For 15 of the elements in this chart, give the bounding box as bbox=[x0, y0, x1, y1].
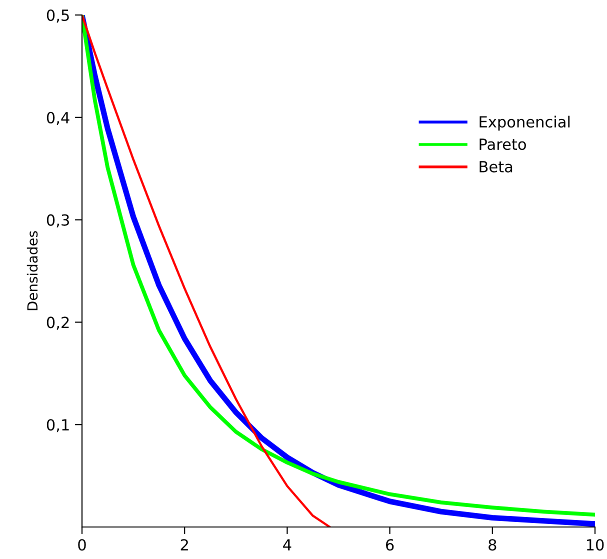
x-tick-label: 4 bbox=[283, 539, 292, 550]
legend-label: Pareto bbox=[480, 138, 526, 150]
y-tick-label: 0,4 bbox=[46, 112, 70, 125]
y-tick-label: 0,3 bbox=[46, 214, 69, 228]
x-tick-label: 0 bbox=[78, 539, 86, 551]
y-tick-label: 0,2 bbox=[46, 316, 69, 330]
y-axis-title: Densidades bbox=[26, 231, 38, 310]
y-tick-label: 0,1 bbox=[46, 419, 69, 432]
x-tick-label: 8 bbox=[488, 539, 496, 551]
x-tick-label: 2 bbox=[180, 539, 188, 550]
y-tick-label: 0,5 bbox=[46, 9, 69, 23]
legend-label: Beta bbox=[480, 161, 512, 172]
x-tick-label: 10 bbox=[586, 539, 604, 551]
legend-label: Exponencial bbox=[480, 116, 570, 131]
x-tick-label: 6 bbox=[386, 539, 394, 551]
